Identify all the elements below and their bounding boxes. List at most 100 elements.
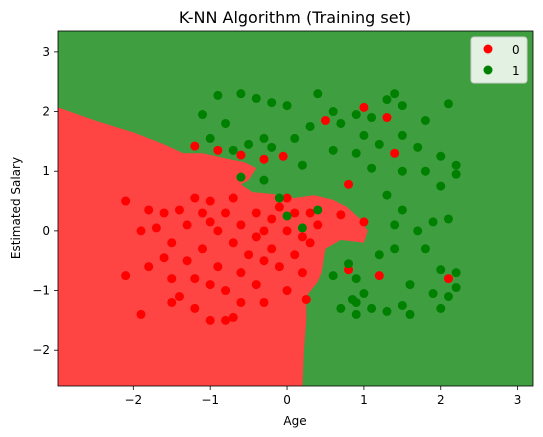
point-class-1	[390, 244, 400, 254]
x-tick-label: 2	[437, 393, 445, 407]
point-class-0	[282, 226, 292, 236]
point-class-0	[213, 226, 223, 236]
point-class-1	[405, 309, 415, 319]
point-class-1	[313, 205, 323, 215]
point-class-1	[244, 139, 254, 149]
point-class-0	[259, 297, 269, 307]
point-class-1	[451, 268, 461, 278]
point-class-1	[336, 118, 346, 128]
x-axis: −2 −1 0 1 2 3	[124, 386, 521, 407]
point-class-1	[382, 95, 392, 105]
legend: 0 1	[470, 36, 528, 84]
point-class-0	[290, 208, 300, 218]
point-class-1	[351, 274, 361, 284]
point-class-0	[167, 274, 177, 284]
y-axis-label: Estimated Salary	[9, 157, 23, 259]
point-class-1	[347, 294, 357, 304]
point-class-0	[121, 196, 131, 206]
point-class-0	[121, 271, 131, 281]
point-class-0	[236, 150, 246, 160]
point-class-1	[221, 118, 231, 128]
point-class-0	[205, 315, 215, 325]
point-class-0	[267, 244, 277, 254]
point-class-0	[144, 262, 154, 272]
point-class-0	[259, 226, 269, 236]
point-class-1	[205, 133, 215, 143]
point-class-0	[251, 280, 261, 290]
x-axis-label: Age	[283, 414, 306, 428]
point-class-0	[174, 292, 184, 302]
region-class-0	[58, 107, 368, 386]
point-class-0	[221, 315, 231, 325]
point-class-0	[228, 193, 238, 203]
point-class-0	[259, 154, 269, 164]
x-tick-label: 0	[283, 393, 291, 407]
point-class-0	[221, 208, 231, 218]
point-class-0	[236, 297, 246, 307]
x-tick-label: 3	[514, 393, 522, 407]
point-class-0	[190, 141, 200, 151]
point-class-0	[305, 208, 315, 218]
point-class-1	[351, 110, 361, 120]
point-class-1	[428, 217, 438, 227]
point-class-1	[451, 160, 461, 170]
point-class-1	[397, 166, 407, 176]
x-tick-label: 1	[360, 393, 368, 407]
point-class-1	[228, 145, 238, 155]
point-class-0	[344, 179, 354, 189]
chart-title: K-NN Algorithm (Training set)	[179, 8, 411, 27]
point-class-1	[420, 115, 430, 125]
point-class-0	[228, 312, 238, 322]
point-class-0	[290, 250, 300, 260]
y-tick-label: −1	[32, 284, 50, 298]
point-class-1	[328, 107, 338, 117]
legend-label-0: 0	[512, 43, 520, 57]
point-class-0	[251, 232, 261, 242]
point-class-1	[451, 283, 461, 293]
point-class-1	[251, 93, 261, 103]
point-class-1	[397, 101, 407, 111]
point-class-1	[436, 151, 446, 161]
y-tick-label: 3	[42, 45, 50, 59]
point-class-0	[182, 220, 192, 230]
y-axis: −2 −1 0 1 2 3	[32, 45, 58, 357]
data-points	[121, 89, 461, 325]
point-class-0	[236, 220, 246, 230]
point-class-0	[151, 223, 161, 233]
point-class-0	[374, 271, 384, 281]
point-class-1	[267, 98, 277, 108]
point-class-1	[359, 289, 369, 299]
plot-frame	[57, 30, 534, 387]
point-class-0	[274, 262, 284, 272]
point-class-0	[390, 148, 400, 158]
point-class-1	[374, 250, 384, 260]
point-class-0	[282, 193, 292, 203]
point-class-0	[228, 238, 238, 248]
point-class-0	[251, 208, 261, 218]
point-class-0	[205, 217, 215, 227]
point-class-0	[136, 226, 146, 236]
point-class-1	[297, 223, 307, 233]
point-class-0	[213, 145, 223, 155]
plot-area	[57, 30, 534, 387]
point-class-1	[328, 145, 338, 155]
point-class-1	[436, 265, 446, 275]
point-class-0	[336, 210, 346, 220]
point-class-1	[313, 89, 323, 99]
point-class-0	[313, 220, 323, 230]
legend-marker-1	[483, 65, 493, 75]
point-class-0	[205, 280, 215, 290]
point-class-0	[144, 205, 154, 215]
point-class-0	[267, 214, 277, 224]
point-class-0	[159, 253, 169, 263]
point-class-1	[451, 169, 461, 179]
point-class-1	[305, 121, 315, 131]
point-class-1	[236, 89, 246, 99]
point-class-1	[443, 99, 453, 109]
y-tick-label: 2	[42, 105, 50, 119]
point-class-1	[328, 271, 338, 281]
point-class-0	[167, 297, 177, 307]
point-class-0	[282, 286, 292, 296]
point-class-1	[374, 139, 384, 149]
